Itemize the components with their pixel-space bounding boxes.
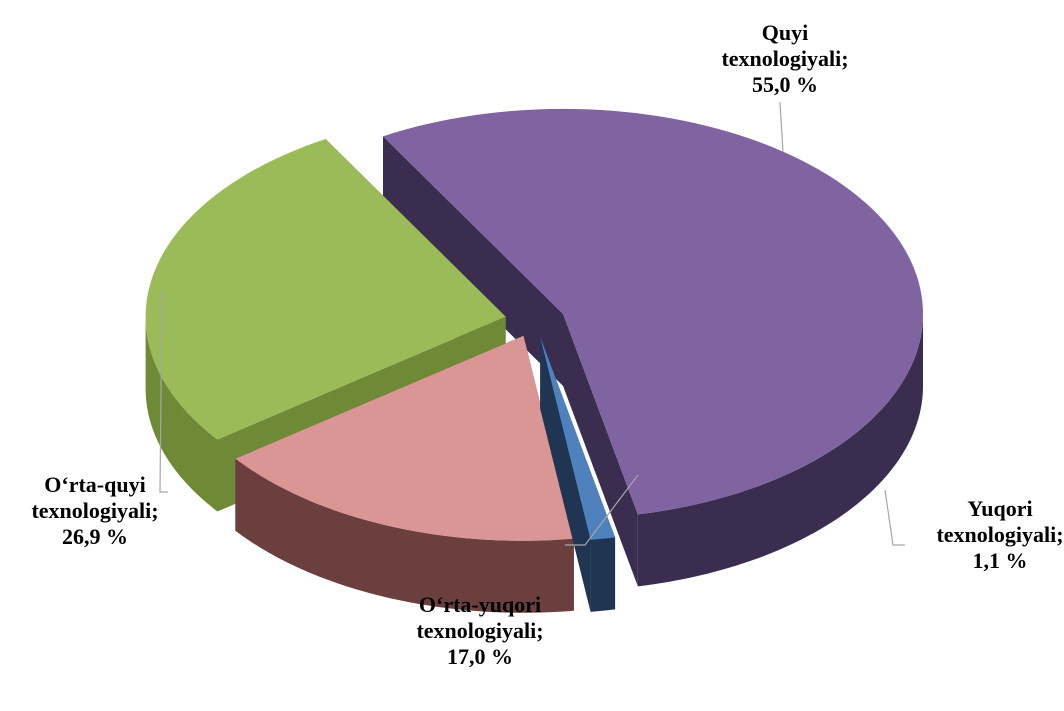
data-label-separator: ;	[536, 618, 543, 643]
data-label-separator: ;	[841, 46, 848, 71]
slice-wall	[637, 313, 924, 587]
leader-line	[565, 474, 639, 546]
data-label-category: Yuqori texnologiyali	[936, 496, 1056, 547]
data-label-separator: ;	[1056, 522, 1063, 547]
data-label-value: 26,9 %	[62, 524, 128, 549]
slice-side	[383, 136, 564, 386]
labels: Quyi texnologiyali ; 55,0 % Yuqori texnologiy…	[31, 20, 1063, 669]
slice	[235, 335, 574, 541]
leader-line	[884, 489, 905, 546]
slice-wall	[590, 537, 616, 612]
data-label-category: O‘rta-yuqori texnologiyali	[416, 592, 541, 643]
leader-line	[159, 289, 168, 493]
data-label-value: 17,0 %	[447, 644, 513, 669]
slice-side	[540, 336, 591, 612]
slice-wall	[235, 458, 574, 613]
data-label-value: 55,0 %	[752, 72, 818, 97]
slice-side	[563, 313, 638, 587]
leader-line	[779, 101, 784, 153]
data-label-category: Quyi texnologiyali	[721, 20, 841, 71]
data-label-value: 1,1 %	[973, 548, 1028, 573]
pie	[145, 108, 924, 613]
slice	[145, 139, 506, 440]
slice	[540, 336, 616, 540]
slice-wall	[145, 316, 218, 512]
data-label-separator: ;	[151, 498, 158, 523]
data-label-category: O‘rta-quyi texnologiyali	[31, 472, 151, 523]
slice	[383, 108, 923, 515]
